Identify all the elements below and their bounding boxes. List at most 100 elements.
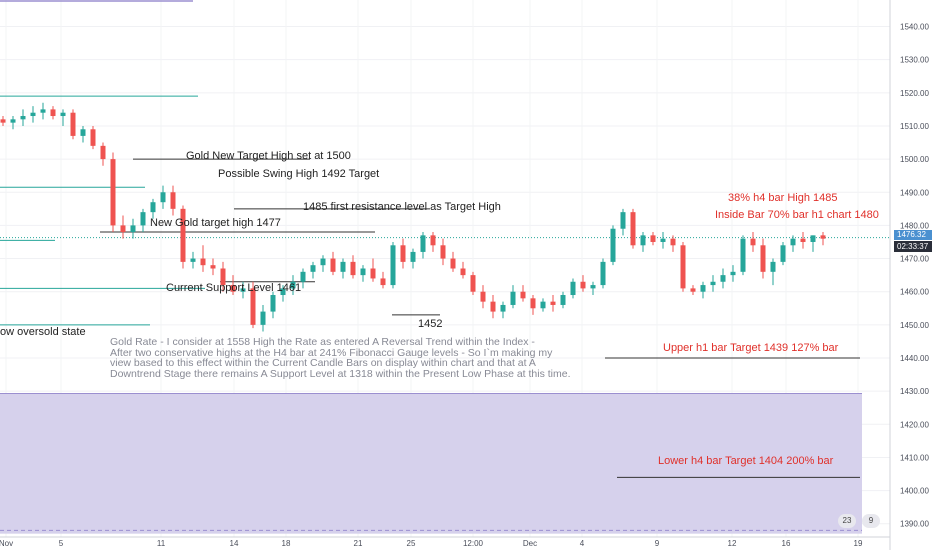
candle-body: [680, 245, 686, 289]
y-tick-label: 1440.00: [900, 354, 929, 363]
annotation-h4-high: 38% h4 bar High 1485: [728, 192, 838, 204]
candle-body: [770, 261, 776, 272]
candle-body: [750, 238, 756, 246]
candle-body: [410, 251, 416, 262]
candle-body: [80, 129, 86, 136]
candles: [0, 102, 826, 332]
candle-body: [50, 109, 56, 117]
candle-body: [340, 261, 346, 272]
candle-body: [670, 238, 676, 246]
candle-body: [60, 112, 66, 117]
candle-body: [510, 291, 516, 305]
candle-body: [440, 245, 446, 259]
x-tick-label: 5: [59, 539, 64, 548]
candle-body: [550, 301, 556, 305]
candle-body: [370, 268, 376, 279]
support-zone: [0, 392, 862, 534]
annotation-low-1452: 1452: [418, 318, 443, 330]
analysis-note: Gold Rate - I consider at 1558 High the …: [110, 336, 571, 380]
candle-body: [790, 238, 796, 246]
annotation-upper-h1: Upper h1 bar Target 1439 127% bar: [663, 342, 839, 354]
candle-body: [570, 281, 576, 296]
candle-body: [580, 281, 586, 289]
candle-body: [310, 265, 316, 272]
x-tick-label: Nov: [0, 539, 13, 548]
y-tick-label: 1540.00: [900, 23, 929, 32]
candle-body: [210, 265, 216, 269]
candle-body: [190, 258, 196, 262]
x-tick-label: 19: [854, 539, 863, 548]
candle-body: [330, 258, 336, 272]
candle-body: [730, 271, 736, 276]
candle-body: [270, 295, 276, 312]
candle-body: [180, 208, 186, 262]
candle-body: [520, 291, 526, 299]
y-tick-label: 1480.00: [900, 221, 929, 230]
candle-body: [130, 225, 136, 233]
candle-body: [460, 268, 466, 276]
candle-body: [240, 288, 246, 292]
candle-body: [530, 298, 536, 309]
candle-body: [640, 235, 646, 246]
candle-body: [400, 245, 406, 262]
candle-body: [290, 281, 296, 289]
candle-body: [230, 285, 236, 292]
y-tick-label: 1420.00: [900, 420, 929, 429]
y-tick-label: 1410.00: [900, 453, 929, 462]
candle-body: [390, 245, 396, 286]
candle-body: [170, 192, 176, 209]
candle-body: [200, 258, 206, 266]
x-tick-label: 12:00: [463, 539, 484, 548]
annotation-new-gold-target: New Gold target high 1477: [150, 217, 281, 229]
candle-body: [690, 288, 696, 292]
candle-body: [560, 295, 566, 305]
y-tick-label: 1400.00: [900, 487, 929, 496]
candle-body: [610, 228, 616, 262]
candle-body: [120, 225, 126, 233]
candle-body: [10, 119, 16, 123]
candle-body: [20, 116, 26, 120]
x-tick-label: 11: [157, 539, 166, 548]
annotation-current-support: Current Support Level 1461: [166, 282, 302, 294]
candle-body: [650, 235, 656, 242]
candle-body: [500, 304, 506, 312]
candle-body: [720, 275, 726, 282]
countdown-tag: 02:33:37: [894, 241, 932, 252]
event-badge-2[interactable]: 9: [862, 514, 880, 528]
candle-body: [700, 285, 706, 292]
candle-body: [40, 109, 46, 113]
candle-body: [430, 235, 436, 246]
last-price-tag: 1476.32: [894, 230, 932, 240]
annotation-inside-bar: Inside Bar 70% bar h1 chart 1480: [715, 209, 879, 221]
candle-body: [280, 288, 286, 296]
event-badge-1[interactable]: 23: [838, 514, 856, 528]
y-tick-label: 1520.00: [900, 89, 929, 98]
y-tick-label: 1500.00: [900, 155, 929, 164]
candle-body: [810, 235, 816, 242]
x-tick-label: 18: [282, 539, 291, 548]
x-tick-label: 25: [407, 539, 416, 548]
candle-body: [540, 301, 546, 309]
x-tick-label: Dec: [523, 539, 537, 548]
candle-body: [350, 261, 356, 276]
candle-body: [320, 258, 326, 266]
candle-body: [660, 238, 666, 242]
candle-body: [800, 238, 806, 242]
candle-body: [90, 129, 96, 146]
candle-body: [0, 119, 6, 123]
candle-body: [140, 212, 146, 226]
candle-body: [480, 291, 486, 302]
x-tick-label: 9: [655, 539, 660, 548]
x-tick-label: 16: [782, 539, 791, 548]
candle-body: [820, 235, 826, 239]
candle-body: [100, 145, 106, 160]
candle-body: [740, 238, 746, 272]
y-tick-label: 1430.00: [900, 387, 929, 396]
candle-body: [250, 288, 256, 325]
y-tick-label: 1510.00: [900, 122, 929, 131]
y-tick-label: 1490.00: [900, 188, 929, 197]
candle-body: [150, 202, 156, 213]
candle-body: [780, 245, 786, 262]
